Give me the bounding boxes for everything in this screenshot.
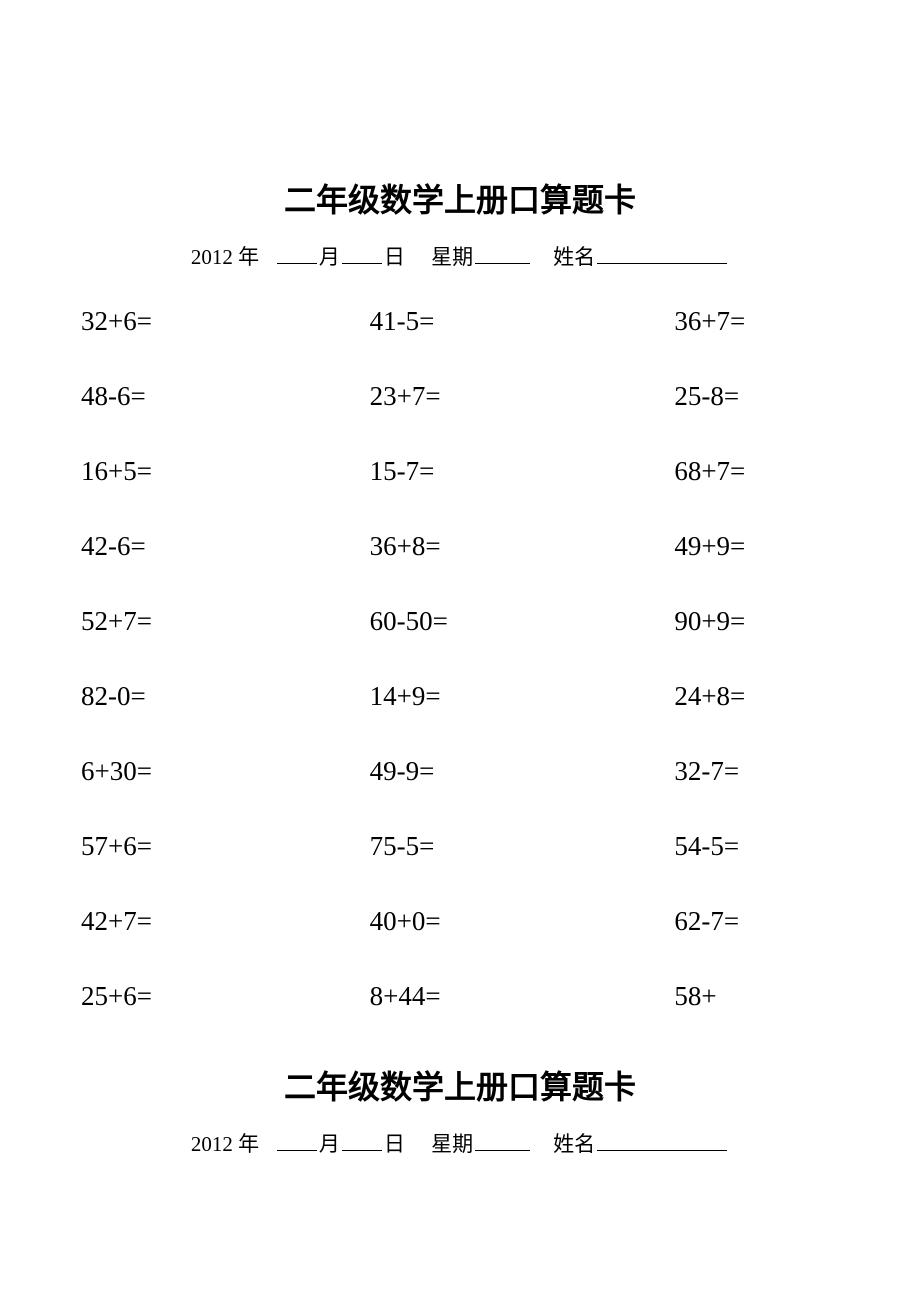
name-label: 姓名 <box>553 1132 595 1156</box>
problem-cell: 40+0= <box>332 906 589 937</box>
problem-cell: 42-6= <box>75 531 332 562</box>
month-label: 月 <box>319 1132 340 1156</box>
worksheet-page: 二年级数学上册口算题卡 2012 年 月日 星期 姓名 32+6= 41-5= … <box>0 0 920 1223</box>
day-blank <box>342 242 382 264</box>
problem-cell: 24+8= <box>588 681 845 712</box>
problem-cell: 32+6= <box>75 306 332 337</box>
day-blank <box>342 1129 382 1151</box>
name-label: 姓名 <box>553 245 595 269</box>
month-label: 月 <box>319 245 340 269</box>
year-label: 2012 年 <box>191 1132 259 1156</box>
month-blank <box>277 242 317 264</box>
weekday-blank <box>475 242 530 264</box>
name-blank <box>597 242 727 264</box>
problem-cell: 36+7= <box>588 306 845 337</box>
problem-cell: 54-5= <box>588 831 845 862</box>
problem-cell: 48-6= <box>75 381 332 412</box>
card-title-2: 二年级数学上册口算题卡 <box>75 1062 845 1108</box>
problem-cell: 49-9= <box>332 756 589 787</box>
problem-cell: 15-7= <box>332 456 589 487</box>
problem-cell: 60-50= <box>332 606 589 637</box>
problem-cell: 75-5= <box>332 831 589 862</box>
problem-cell: 14+9= <box>332 681 589 712</box>
problem-cell: 23+7= <box>332 381 589 412</box>
problem-cell: 52+7= <box>75 606 332 637</box>
problems-grid: 32+6= 41-5= 36+7= 48-6= 23+7= 25-8= 16+5… <box>75 306 845 1012</box>
weekday-blank <box>475 1129 530 1151</box>
problem-cell: 68+7= <box>588 456 845 487</box>
problem-cell: 62-7= <box>588 906 845 937</box>
problem-cell: 6+30= <box>75 756 332 787</box>
problem-cell: 82-0= <box>75 681 332 712</box>
problem-cell: 16+5= <box>75 456 332 487</box>
info-line-1: 2012 年 月 日 星期 姓名 <box>75 241 845 271</box>
day-label: 日 <box>384 245 405 269</box>
problem-cell: 90+9= <box>588 606 845 637</box>
problem-cell: 32-7= <box>588 756 845 787</box>
problem-cell: 57+6= <box>75 831 332 862</box>
second-card: 二年级数学上册口算题卡 2012 年 月 日 星期 姓名 <box>75 1062 845 1158</box>
name-blank <box>597 1129 727 1151</box>
weekday-label: 星期 <box>431 245 473 269</box>
problem-cell: 49+9= <box>588 531 845 562</box>
info-line-2: 2012 年 月 日 星期 姓名 <box>75 1128 845 1158</box>
problem-cell: 41-5= <box>332 306 589 337</box>
problem-cell: 58+ <box>588 981 845 1012</box>
problem-cell: 8+44= <box>332 981 589 1012</box>
year-label: 2012 年 <box>191 245 259 269</box>
weekday-label: 星期 <box>431 1132 473 1156</box>
month-blank <box>277 1129 317 1151</box>
problem-cell: 42+7= <box>75 906 332 937</box>
day-label: 日 <box>384 1132 405 1156</box>
problem-cell: 25+6= <box>75 981 332 1012</box>
card-title-1: 二年级数学上册口算题卡 <box>75 175 845 221</box>
problem-cell: 36+8= <box>332 531 589 562</box>
problem-cell: 25-8= <box>588 381 845 412</box>
